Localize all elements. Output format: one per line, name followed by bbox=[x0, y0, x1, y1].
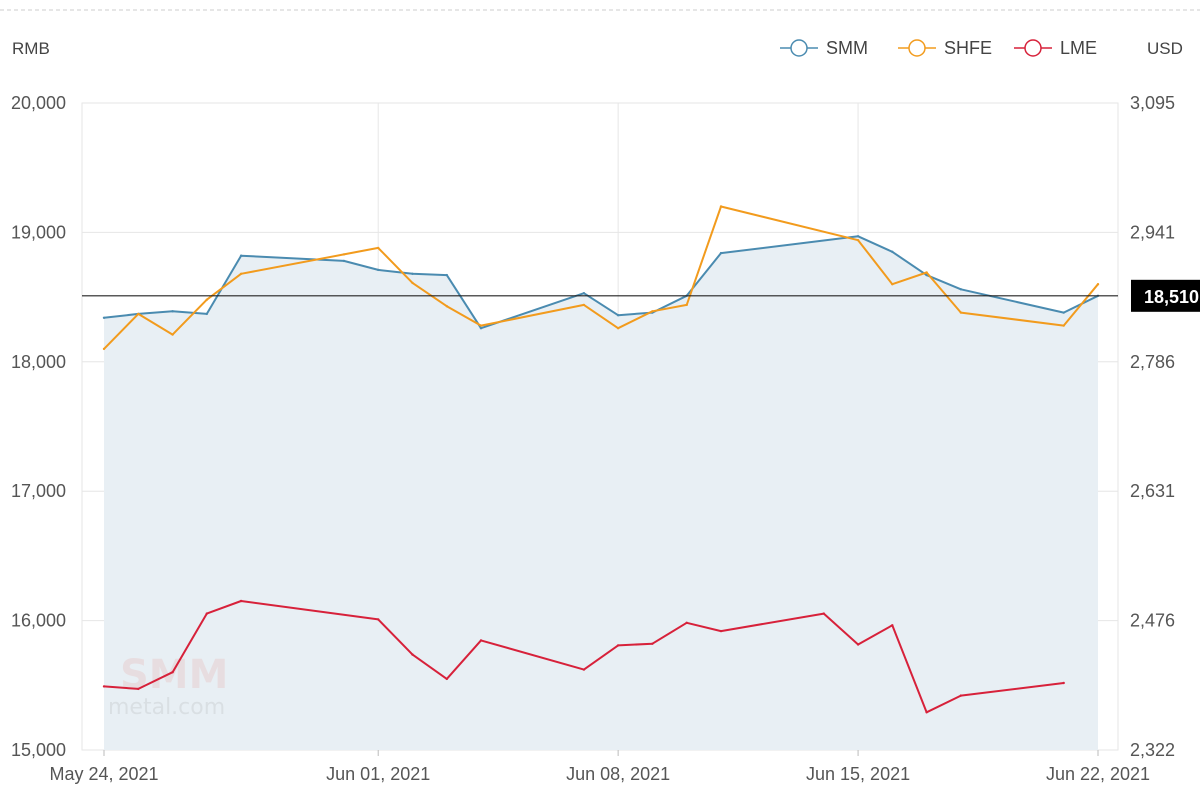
data-point-smm bbox=[856, 235, 860, 238]
data-point-lme bbox=[719, 629, 723, 633]
data-point-lme bbox=[445, 677, 448, 681]
watermark: SMM metal.com bbox=[108, 652, 228, 720]
data-point-lme bbox=[959, 694, 963, 697]
data-point-smm bbox=[377, 268, 380, 272]
legend-marker bbox=[908, 39, 926, 57]
current-value-label: 18,510 bbox=[1144, 287, 1199, 307]
data-point-lme bbox=[479, 639, 483, 642]
legend: SMM SHFE LME bbox=[780, 38, 1097, 58]
data-point-shfe bbox=[719, 205, 723, 208]
data-point-smm bbox=[102, 316, 106, 319]
watermark-site: metal.com bbox=[108, 695, 225, 720]
data-point-lme bbox=[102, 685, 106, 688]
data-point-shfe bbox=[342, 253, 346, 256]
y-right-tick-label: 2,322 bbox=[1130, 740, 1175, 760]
data-point-lme bbox=[582, 668, 586, 671]
y-left-tick-label: 17,000 bbox=[11, 481, 66, 501]
series-area-smm bbox=[104, 236, 1098, 751]
data-point-smm bbox=[205, 312, 208, 316]
y-right-tick-label: 2,786 bbox=[1130, 352, 1175, 372]
y-right-tick-label: 2,631 bbox=[1130, 481, 1175, 501]
y-right-tick-label: 3,095 bbox=[1130, 93, 1175, 113]
legend-item-shfe: SHFE bbox=[898, 38, 992, 58]
right-unit-label: USD bbox=[1147, 39, 1183, 58]
legend-label: SMM bbox=[826, 38, 868, 58]
data-point-lme bbox=[925, 711, 928, 714]
legend-marker bbox=[790, 39, 808, 57]
data-point-lme bbox=[411, 653, 414, 656]
data-point-lme bbox=[1062, 681, 1065, 685]
data-point-shfe bbox=[1096, 283, 1100, 286]
legend-label: LME bbox=[1060, 38, 1097, 58]
data-point-lme bbox=[377, 618, 380, 621]
x-tick-label: Jun 01, 2021 bbox=[326, 764, 430, 784]
data-point-shfe bbox=[925, 271, 928, 274]
x-tick-label: Jun 22, 2021 bbox=[1046, 764, 1150, 784]
data-point-smm bbox=[1062, 311, 1065, 314]
data-point-lme bbox=[685, 621, 688, 624]
data-point-lme bbox=[891, 624, 894, 627]
data-point-smm bbox=[411, 272, 414, 275]
left-unit-label: RMB bbox=[12, 39, 50, 58]
data-point-shfe bbox=[959, 311, 963, 314]
watermark-logo: SMM bbox=[120, 652, 228, 698]
data-point-shfe bbox=[479, 324, 483, 327]
data-point-smm bbox=[342, 259, 346, 263]
data-point-lme bbox=[616, 644, 620, 647]
legend-item-smm: SMM bbox=[780, 38, 868, 58]
x-tick-label: Jun 15, 2021 bbox=[806, 764, 910, 784]
data-point-smm bbox=[616, 314, 620, 317]
data-point-lme bbox=[137, 687, 140, 691]
data-point-shfe bbox=[616, 327, 620, 330]
data-point-smm bbox=[891, 250, 894, 253]
y-left-tick-label: 20,000 bbox=[11, 93, 66, 113]
data-point-shfe bbox=[377, 246, 380, 250]
data-point-lme bbox=[822, 612, 825, 615]
y-right-tick-label: 2,476 bbox=[1130, 611, 1175, 631]
data-point-lme bbox=[239, 599, 243, 603]
area-layer bbox=[104, 236, 1098, 751]
y-right-tick-label: 2,941 bbox=[1130, 222, 1175, 242]
data-point-smm bbox=[239, 254, 243, 257]
series-line-lme bbox=[103, 600, 1064, 714]
data-point-shfe bbox=[891, 283, 894, 286]
x-tick-label: Jun 08, 2021 bbox=[566, 764, 670, 784]
series-layer bbox=[102, 205, 1100, 714]
data-point-shfe bbox=[239, 272, 243, 275]
data-point-lme bbox=[171, 671, 174, 674]
legend-marker bbox=[1024, 39, 1042, 57]
data-point-smm bbox=[582, 292, 586, 295]
data-point-lme bbox=[856, 643, 860, 646]
data-point-shfe bbox=[205, 298, 208, 301]
data-point-lme bbox=[205, 612, 208, 615]
data-point-smm bbox=[719, 251, 723, 255]
legend-item-lme: LME bbox=[1014, 38, 1097, 58]
data-point-lme bbox=[651, 642, 654, 645]
data-point-shfe bbox=[137, 312, 140, 316]
x-tick-label: May 24, 2021 bbox=[49, 764, 158, 784]
current-value-box bbox=[1131, 279, 1200, 312]
data-point-smm bbox=[171, 310, 174, 313]
data-point-smm bbox=[479, 327, 483, 330]
y-left-tick-label: 15,000 bbox=[11, 740, 66, 760]
data-point-smm bbox=[959, 288, 963, 291]
data-point-shfe bbox=[685, 303, 688, 307]
data-point-shfe bbox=[102, 347, 106, 351]
data-point-shfe bbox=[856, 239, 860, 242]
y-left-tick-label: 18,000 bbox=[11, 352, 66, 372]
axes: RMB USD 20,000 3,095 19,000 2,941 18,000 2,78… bbox=[11, 39, 1183, 784]
data-point-shfe bbox=[582, 303, 586, 307]
data-point-shfe bbox=[651, 310, 654, 313]
legend-label: SHFE bbox=[944, 38, 992, 58]
data-point-shfe bbox=[445, 305, 448, 308]
y-left-tick-label: 19,000 bbox=[11, 222, 66, 242]
data-point-shfe bbox=[1062, 324, 1065, 327]
current-value-marker: 18,510 bbox=[82, 279, 1200, 312]
data-point-smm bbox=[445, 273, 448, 277]
y-left-tick-label: 16,000 bbox=[11, 611, 66, 631]
data-point-shfe bbox=[411, 281, 414, 285]
data-point-shfe bbox=[171, 333, 174, 336]
